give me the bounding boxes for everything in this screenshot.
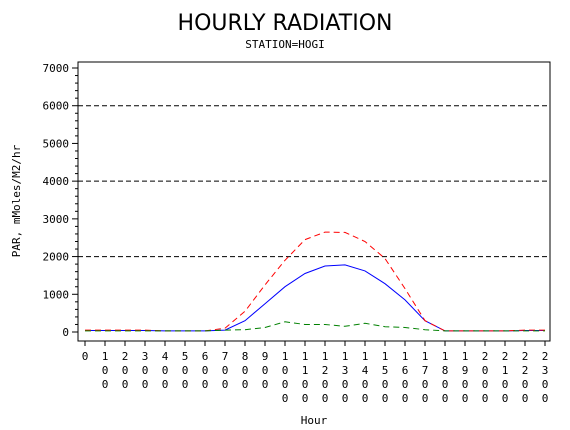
y-tick-label: 3000 [43, 213, 70, 226]
grid-lines [78, 105, 550, 258]
plot-frame [77, 61, 551, 342]
chart-title: HOURLY RADIATION [178, 11, 393, 36]
chart-subtitle: STATION=HOGI [245, 38, 324, 51]
y-tick-label: 4000 [43, 175, 70, 188]
y-axis-label: PAR, mMoles/M2/hr [10, 144, 23, 257]
x-axis: 0 1 0 0 2 0 0 3 0 0 4 0 0 5 0 0 6 0 0 7 0 0 8 0 0 9 0 0 1 0 0 0 1 1 0 0 1 2 0 0… [82, 341, 549, 405]
x-axis-label: Hour [301, 414, 328, 427]
y-tick-label: 5000 [43, 137, 70, 150]
y-tick-label: 2000 [43, 251, 70, 264]
y-tick-label: 1000 [43, 288, 70, 301]
y-tick-label: 0 [62, 326, 69, 339]
series-group [85, 231, 545, 332]
y-tick-label: 7000 [43, 62, 70, 75]
x-tick-label: 0 [82, 350, 89, 363]
y-axis: 0 1000 2000 3000 4000 5000 6000 7000 [43, 62, 78, 339]
y-tick-label: 6000 [43, 100, 70, 113]
series-line-3 [85, 321, 545, 332]
series-line-2 [85, 231, 545, 332]
series-line-1 [85, 264, 545, 332]
